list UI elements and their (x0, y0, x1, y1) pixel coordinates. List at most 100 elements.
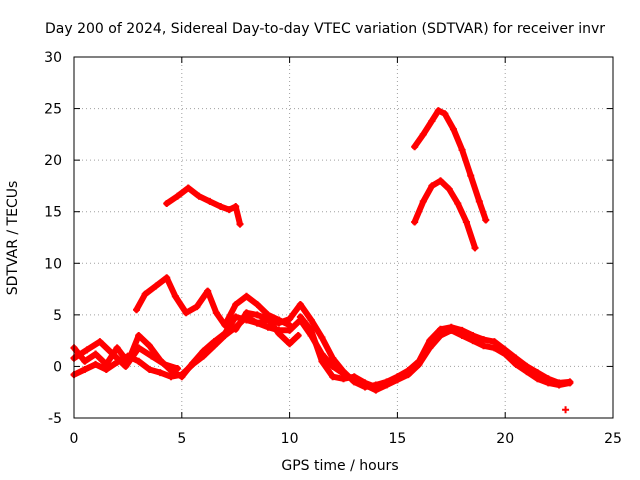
data-point (480, 336, 488, 344)
data-point (232, 313, 240, 321)
data-point (232, 203, 240, 211)
data-point (204, 287, 212, 295)
data-point (447, 326, 455, 334)
data-point (109, 350, 117, 358)
x-tick-label: 5 (177, 431, 186, 447)
series-arc-a (163, 184, 244, 228)
data-point (329, 373, 337, 381)
data-point (426, 344, 434, 352)
data-point (173, 192, 181, 200)
data-point (555, 381, 563, 389)
data-point (286, 315, 294, 323)
x-axis-title: GPS time / hours (281, 458, 398, 474)
data-point (404, 371, 412, 379)
data-point (92, 350, 100, 358)
data-point (232, 325, 240, 333)
data-point (135, 344, 143, 352)
x-tick-label: 15 (388, 431, 406, 447)
data-point (221, 331, 229, 339)
data-point (437, 325, 445, 333)
data-point (264, 323, 272, 331)
data-point (253, 319, 261, 327)
x-tick-label: 25 (604, 431, 622, 447)
data-point (329, 362, 337, 370)
data-point (253, 311, 261, 319)
data-point (163, 274, 171, 282)
data-point (81, 366, 89, 374)
data-point (286, 326, 294, 334)
data-point (372, 383, 380, 391)
data-point (206, 197, 214, 205)
data-point (467, 172, 475, 180)
series-trace (411, 177, 478, 251)
data-point (122, 362, 130, 370)
data-point (307, 316, 315, 324)
y-tick-label: 25 (44, 102, 62, 118)
data-point (161, 360, 169, 368)
data-point (428, 182, 436, 190)
data-point (318, 334, 326, 342)
data-point (264, 315, 272, 323)
data-point (383, 381, 391, 389)
data-point (253, 301, 261, 309)
data-point (242, 309, 250, 317)
data-point (458, 146, 466, 154)
data-point (217, 203, 225, 211)
data-point (361, 379, 369, 387)
data-point (96, 338, 104, 346)
data-point (156, 369, 164, 377)
data-point (490, 338, 498, 346)
series-arc-c (411, 107, 490, 224)
data-point (296, 301, 304, 309)
data-point (419, 130, 427, 138)
series-point-j (562, 406, 570, 414)
data-point (445, 185, 453, 193)
data-point (133, 306, 141, 314)
data-point (135, 357, 143, 365)
data-point (212, 309, 220, 317)
series-arc-e (70, 301, 574, 391)
data-point (184, 184, 192, 192)
data-point (163, 199, 171, 207)
series-arc-d (411, 177, 479, 252)
data-point (296, 313, 304, 321)
y-axis-title: SDTVAR / TECUs (5, 181, 21, 296)
ticks (73, 56, 614, 419)
data-point (411, 218, 419, 226)
data-point (480, 342, 488, 350)
data-point (148, 352, 156, 360)
data-point (242, 292, 250, 300)
grid (74, 57, 613, 418)
data-point (544, 379, 552, 387)
series-arc-g (70, 338, 181, 372)
y-tick-label: 10 (44, 256, 62, 272)
data-point (471, 244, 479, 252)
plot-frame (73, 56, 614, 419)
data-point (490, 344, 498, 352)
data-point (195, 192, 203, 200)
data-point (393, 376, 401, 384)
data-point (534, 375, 542, 383)
data-point (419, 197, 427, 205)
data-point (225, 206, 233, 214)
data-point (173, 364, 181, 372)
x-tick-label: 0 (70, 431, 79, 447)
data-point (340, 375, 347, 383)
data-point (178, 371, 186, 379)
data-point (562, 406, 570, 414)
data-point (475, 197, 483, 205)
data-point (512, 360, 520, 368)
data-point (482, 216, 490, 224)
y-tick-label: 5 (53, 308, 62, 324)
series-trace (133, 274, 293, 329)
y-tick-label: 20 (44, 153, 62, 169)
data-point (428, 117, 436, 125)
data-point (171, 292, 179, 300)
series-trace (411, 107, 489, 223)
data-point (83, 346, 91, 354)
data-point (318, 357, 326, 365)
data-point (286, 340, 294, 348)
series-arc-i (296, 313, 380, 391)
data-point (236, 220, 244, 228)
